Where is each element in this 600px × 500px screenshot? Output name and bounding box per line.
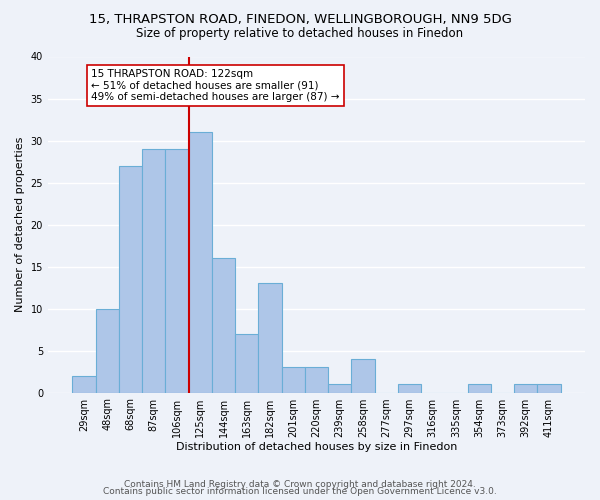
Bar xyxy=(95,308,119,392)
Bar xyxy=(142,149,166,392)
Y-axis label: Number of detached properties: Number of detached properties xyxy=(15,137,25,312)
Bar xyxy=(352,359,374,392)
X-axis label: Distribution of detached houses by size in Finedon: Distribution of detached houses by size … xyxy=(176,442,457,452)
Bar xyxy=(398,384,421,392)
Text: 15 THRAPSTON ROAD: 122sqm
← 51% of detached houses are smaller (91)
49% of semi-: 15 THRAPSTON ROAD: 122sqm ← 51% of detac… xyxy=(91,69,340,102)
Text: Contains public sector information licensed under the Open Government Licence v3: Contains public sector information licen… xyxy=(103,488,497,496)
Bar xyxy=(119,166,142,392)
Bar xyxy=(538,384,560,392)
Bar xyxy=(235,334,259,392)
Text: Size of property relative to detached houses in Finedon: Size of property relative to detached ho… xyxy=(136,28,464,40)
Text: 15, THRAPSTON ROAD, FINEDON, WELLINGBOROUGH, NN9 5DG: 15, THRAPSTON ROAD, FINEDON, WELLINGBORO… xyxy=(89,12,511,26)
Bar xyxy=(188,132,212,392)
Bar xyxy=(73,376,95,392)
Text: Contains HM Land Registry data © Crown copyright and database right 2024.: Contains HM Land Registry data © Crown c… xyxy=(124,480,476,489)
Bar xyxy=(328,384,352,392)
Bar xyxy=(281,368,305,392)
Bar xyxy=(212,258,235,392)
Bar xyxy=(467,384,491,392)
Bar xyxy=(514,384,538,392)
Bar xyxy=(305,368,328,392)
Bar xyxy=(259,284,281,393)
Bar xyxy=(166,149,188,392)
